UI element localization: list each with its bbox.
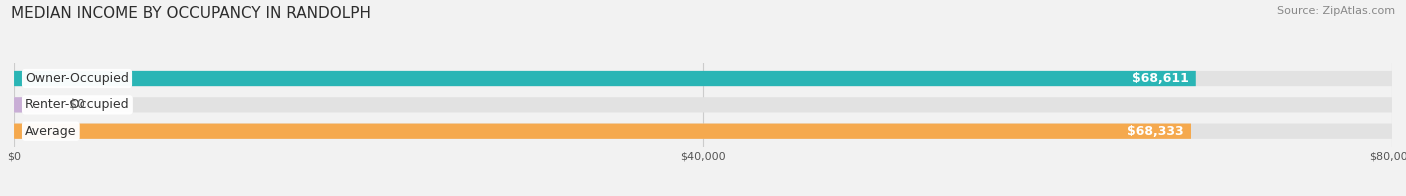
Text: Source: ZipAtlas.com: Source: ZipAtlas.com	[1277, 6, 1395, 16]
FancyBboxPatch shape	[14, 71, 1392, 86]
Text: $68,611: $68,611	[1132, 72, 1189, 85]
FancyBboxPatch shape	[14, 123, 1392, 139]
FancyBboxPatch shape	[14, 97, 1392, 113]
Text: Renter-Occupied: Renter-Occupied	[25, 98, 129, 111]
Text: Owner-Occupied: Owner-Occupied	[25, 72, 129, 85]
Text: MEDIAN INCOME BY OCCUPANCY IN RANDOLPH: MEDIAN INCOME BY OCCUPANCY IN RANDOLPH	[11, 6, 371, 21]
FancyBboxPatch shape	[14, 71, 1195, 86]
Text: $68,333: $68,333	[1128, 125, 1184, 138]
Text: Average: Average	[25, 125, 76, 138]
Text: $0: $0	[69, 98, 86, 111]
FancyBboxPatch shape	[14, 97, 48, 113]
FancyBboxPatch shape	[14, 123, 1191, 139]
